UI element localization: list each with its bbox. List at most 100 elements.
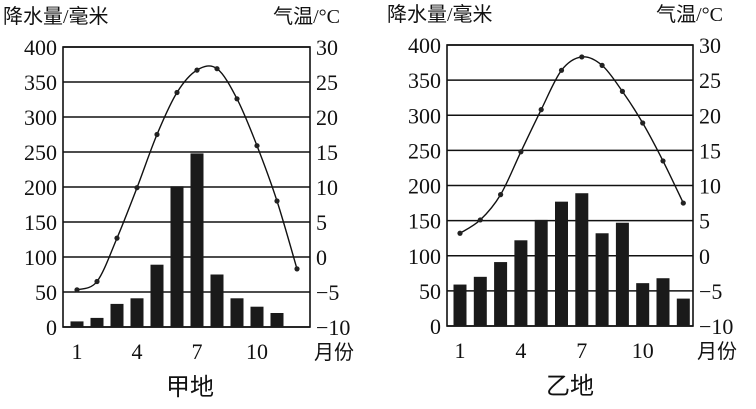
left-tick-label: 400 [408, 33, 441, 58]
precip-bar [250, 306, 264, 327]
precip-bar [90, 317, 104, 327]
left-tick-label: 50 [35, 280, 57, 305]
precip-bar [473, 276, 487, 326]
precip-bar [70, 321, 84, 327]
x-tick-label: 7 [192, 339, 203, 364]
temperature-point [619, 88, 626, 94]
temperature-point [538, 107, 544, 113]
temperature-line [76, 65, 298, 291]
right-tick-label: −10 [316, 315, 350, 340]
temperature-point [194, 67, 200, 73]
plot-frame [62, 46, 311, 328]
temperature-point [234, 96, 240, 102]
left-tick-label: 400 [24, 35, 57, 60]
temperature-point [74, 287, 80, 293]
temperature-point [599, 62, 605, 68]
left-tick-label: 300 [408, 103, 441, 128]
right-tick-label: 0 [699, 244, 710, 269]
temperature-line [459, 56, 684, 234]
x-tick-label: 1 [72, 339, 83, 364]
chart-1: 0 50 100 150 200 250 300 350 400 −10 −5 0 5 10 15 20 25 3… [3, 5, 354, 401]
left-tick-label: 50 [419, 279, 441, 304]
precip-bar [676, 298, 690, 326]
temperature-point [457, 230, 463, 236]
chart-title: 甲地 [166, 374, 214, 401]
right-tick-label: 5 [699, 209, 710, 234]
temperature-point [174, 89, 180, 96]
temperature-point [660, 158, 666, 164]
left-tick-label: 150 [24, 210, 57, 235]
left-tick-label: 100 [408, 244, 441, 269]
temperature-point [680, 200, 686, 206]
precip-bar [494, 262, 508, 326]
temperature-point [498, 192, 504, 198]
temperature-point [134, 185, 140, 191]
right-tick-label: 10 [699, 174, 721, 199]
temperature-point [214, 66, 220, 72]
right-axis-label: 气温/°C [656, 3, 723, 26]
x-tick-label: 10 [632, 338, 654, 363]
right-tick-label: −5 [316, 280, 339, 305]
temperature-point [640, 120, 646, 126]
precip-bar [615, 222, 629, 326]
right-tick-label: 15 [316, 140, 338, 165]
temperature-point [114, 235, 120, 241]
precip-bar [636, 283, 650, 326]
right-tick-label: 30 [699, 33, 721, 58]
x-axis-label: 月份 [697, 340, 737, 363]
left-tick-label: 350 [24, 70, 57, 95]
left-tick-label: 150 [408, 209, 441, 234]
temperature-point [477, 217, 483, 223]
precip-bar [575, 193, 589, 326]
left-tick-label: 200 [408, 174, 441, 199]
precip-bar [130, 298, 144, 327]
right-tick-label: 25 [699, 68, 721, 93]
precip-bar [170, 186, 184, 327]
temperature-point [558, 67, 565, 73]
left-tick-label: 300 [24, 105, 57, 130]
precip-bar [555, 201, 568, 326]
precip-bar [230, 298, 244, 327]
right-tick-label: −5 [699, 279, 722, 304]
precip-bar [534, 219, 548, 326]
right-tick-label: 20 [316, 105, 338, 130]
left-tick-label: 100 [24, 245, 57, 270]
precip-bar [190, 153, 204, 327]
left-tick-label: 250 [24, 140, 57, 165]
x-tick-label: 10 [246, 339, 268, 364]
left-tick-label: 0 [46, 315, 57, 340]
left-axis-label: 降水量/毫米 [3, 5, 109, 28]
right-tick-label: −10 [699, 314, 733, 339]
right-tick-label: 20 [699, 103, 721, 128]
precip-bar [656, 278, 670, 326]
right-tick-label: 5 [316, 210, 327, 235]
left-tick-label: 250 [408, 138, 441, 163]
precip-bar [453, 284, 467, 326]
x-tick-label: 7 [576, 338, 587, 363]
temperature-point [294, 266, 300, 272]
precip-bar [595, 233, 609, 326]
left-tick-label: 200 [24, 175, 57, 200]
right-tick-label: 15 [699, 138, 721, 163]
precip-bar [270, 313, 284, 327]
temperature-point [518, 149, 524, 155]
left-axis-label: 降水量/毫米 [387, 3, 493, 26]
plot-frame [446, 44, 694, 327]
left-tick-label: 350 [408, 68, 441, 93]
x-tick-label: 4 [515, 338, 526, 363]
temperature-point [154, 131, 160, 138]
precip-bar [110, 303, 124, 327]
precip-bar [514, 240, 528, 326]
left-tick-label: 0 [430, 314, 441, 339]
right-tick-label: 0 [316, 245, 327, 270]
temperature-point [94, 278, 100, 285]
right-axis-label: 气温/°C [273, 5, 340, 28]
right-tick-label: 25 [316, 70, 338, 95]
temperature-point [254, 143, 260, 149]
right-tick-label: 10 [316, 175, 338, 200]
chart-title: 乙地 [546, 373, 594, 400]
x-tick-label: 4 [132, 339, 143, 364]
x-axis-label: 月份 [314, 341, 354, 364]
chart-2: 0 50 100 150 200 250 300 350 400 −10 −5 0 5 10 15 20 25 3… [387, 3, 737, 400]
